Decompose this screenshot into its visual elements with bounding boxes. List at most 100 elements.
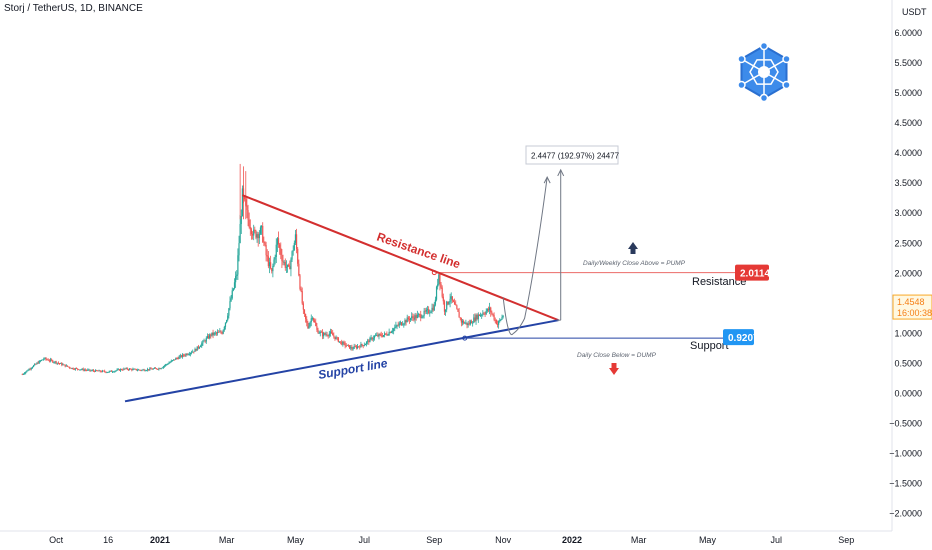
candle-down [478,314,481,316]
candle-up [387,334,389,336]
candle-down [337,337,339,343]
candle-up [342,341,344,345]
candle-down [483,313,485,315]
candle-up [206,336,209,339]
projection-arrowhead [543,176,551,184]
candle-up [71,368,73,369]
candle-up [172,359,175,361]
candle-up [338,341,341,343]
candle-up [88,369,90,371]
candle-up [404,320,406,324]
support-price-tag: 0.9207 [728,333,759,344]
candle-up [433,304,435,311]
candle-down [359,346,361,348]
measure-arrowhead [557,168,565,177]
measure-label-box [525,145,619,165]
candle-down [218,332,220,333]
candle-down [97,370,99,372]
candle-up [39,360,41,362]
candle-up [350,346,352,349]
candle-up [486,308,488,312]
candle-up [203,340,205,342]
candle-down [455,304,457,306]
candle-down [197,346,199,348]
candle-up [216,332,219,334]
candle-up [214,332,216,334]
candle-down [349,345,351,349]
candle-up [461,320,464,323]
candle-up [149,368,151,370]
candle-up [188,354,190,355]
candle-up [28,368,30,371]
candle-up [425,309,427,312]
candle-up [346,344,348,346]
candle-down [264,242,266,246]
candle-up [365,341,368,345]
candle-up [416,314,418,318]
y-tick-label: −1.0000 [889,449,922,459]
candle-up [223,326,225,330]
candle-up [114,370,116,372]
candle-down [64,364,66,367]
candle-up [258,233,260,239]
candle-down [96,370,98,371]
candle-down [451,296,453,301]
candle-up [219,331,221,333]
candle-up [373,335,376,339]
candle-down [281,254,283,261]
candle-up [201,343,203,347]
candle-up [369,338,371,343]
axis-layer: 6.0000 5.5000 5.0000 4.5000 4.0000 3.5000 3.00… [49,28,932,545]
candle-up [485,311,487,314]
candle-up [227,315,229,321]
candle-down [484,313,486,315]
price-series [21,163,504,376]
candle-up [393,328,395,331]
candle-down [70,367,72,369]
candle-down [397,325,399,327]
candle-up [228,308,230,316]
candle-up [360,343,362,348]
x-tick-label: 2022 [562,535,582,545]
y-tick-label: −2.0000 [889,509,922,519]
candle-down [73,369,75,370]
candle-down [176,358,178,359]
candle-down [82,368,84,371]
candle-up [374,335,377,337]
candle-down [220,331,222,333]
candle-up [364,344,367,346]
candle-up [363,345,365,346]
candle-down [490,307,492,313]
candle-up [158,368,160,370]
candle-down [277,238,280,245]
candle-up [272,265,274,272]
candle-up [472,322,474,324]
candle-up [137,369,140,371]
candle-down [193,351,195,353]
candle-down [177,358,179,359]
candle-down [361,343,363,346]
candle-up [394,327,396,329]
candle-down [443,301,446,312]
candle-up [198,347,201,348]
candle-down [405,320,407,323]
candle-down [122,369,124,371]
candle-up [189,352,192,355]
candle-up [449,298,451,303]
symbol-header: Storj / TetherUS, 1D, BINANCE [4,3,143,14]
candle-down [408,319,411,320]
candle-down [284,261,286,268]
candle-up [91,370,93,372]
candle-down [37,362,39,364]
candle-down [134,368,136,370]
candle-down [249,227,251,230]
candle-up [81,368,83,370]
candle-down [332,333,334,336]
y-tick-label: 2.0000 [894,268,922,278]
x-tick-label: May [287,535,305,545]
candle-up [260,225,263,228]
candle-down [385,333,387,335]
candle-up [22,373,25,375]
x-tick-label: Sep [838,535,854,545]
